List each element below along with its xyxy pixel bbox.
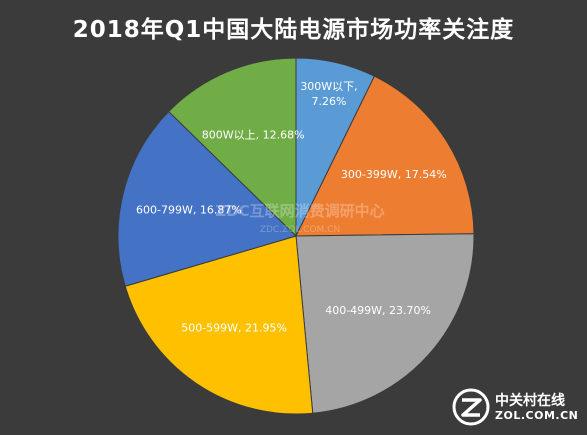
slice-label: 300-399W, 17.54% xyxy=(341,168,447,181)
slice-label: 600-799W, 16.87% xyxy=(136,203,242,216)
pie-slice xyxy=(168,57,297,238)
slice-label: 400-499W, 23.70% xyxy=(325,304,431,317)
zol-logo: 中关村在线 ZOL.COM.CN xyxy=(451,387,581,429)
pie-slice xyxy=(124,235,314,415)
pie-slice xyxy=(295,75,475,237)
pie-slice xyxy=(295,233,475,414)
zol-logo-icon xyxy=(452,388,490,426)
chart-title: 2018年Q1中国大陆电源市场功率关注度 xyxy=(72,17,515,43)
slice-label: 800W以上, 12.68% xyxy=(202,128,305,141)
pie-slice xyxy=(117,110,297,287)
slice-label: 300W以下, 7.26% xyxy=(300,80,357,108)
watermark-text: ZDC互联网消费调研中心 xyxy=(215,202,384,220)
pie-labels: 300W以下, 7.26% 300-399W, 17.54% 400-499W, 23… xyxy=(136,80,447,335)
watermark-subtext: ZDC.ZOL.COM.CN xyxy=(260,225,340,235)
slice-label: 500-599W, 21.95% xyxy=(181,321,287,334)
logo-name-cn: 中关村在线 xyxy=(495,393,565,409)
pie-slices xyxy=(117,57,475,415)
logo-name-en: ZOL.COM.CN xyxy=(495,409,579,422)
